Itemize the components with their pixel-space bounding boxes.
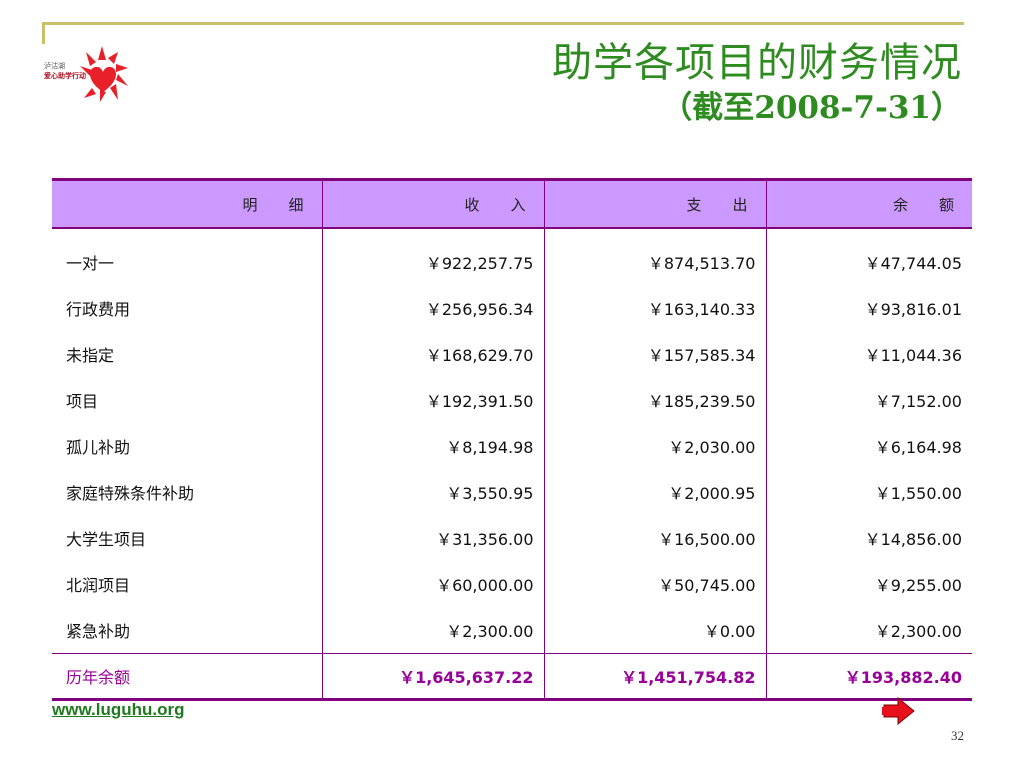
- row-balance: ￥47,744.05: [765, 228, 972, 285]
- table-row: 北润项目 ￥60,000.00 ￥50,745.00 ￥9,255.00: [52, 561, 972, 607]
- table-row: 行政费用 ￥256,956.34 ￥163,140.33 ￥93,816.01: [52, 285, 972, 331]
- row-name: 未指定: [66, 346, 115, 365]
- sun-heart-logo-icon: 泸沽湖 爱心助学行动: [44, 46, 128, 102]
- row-income: ￥31,356.00: [321, 515, 544, 561]
- row-expense: ￥16,500.00: [543, 515, 766, 561]
- row-income: ￥3,550.95: [321, 469, 544, 515]
- total-balance: ￥193,882.40: [765, 653, 972, 701]
- row-income: ￥168,629.70: [321, 331, 544, 377]
- row-income: ￥2,300.00: [321, 607, 544, 654]
- right-arrow-icon[interactable]: [880, 696, 916, 726]
- table-row: 项目 ￥192,391.50 ￥185,239.50 ￥7,152.00: [52, 377, 972, 423]
- slide-title-block: 助学各项目的财务情况 （截至2008-7-31）: [552, 38, 962, 128]
- row-balance: ￥6,164.98: [765, 423, 972, 469]
- row-name: 紧急补助: [66, 622, 131, 641]
- header-balance: 余 额: [765, 178, 972, 229]
- table-row: 一对一 ￥922,257.75 ￥874,513.70 ￥47,744.05: [52, 228, 972, 285]
- table-row: 紧急补助 ￥2,300.00 ￥0.00 ￥2,300.00: [52, 607, 972, 654]
- frame-top-line: [42, 22, 964, 25]
- row-expense: ￥157,585.34: [543, 331, 766, 377]
- header-income: 收 入: [321, 178, 544, 229]
- row-income: ￥8,194.98: [321, 423, 544, 469]
- finance-table: 明 细 收 入 支 出 余 额 一对一 ￥922,257.75 ￥874,513…: [52, 178, 972, 701]
- row-expense: ￥874,513.70: [543, 228, 766, 285]
- row-balance: ￥7,152.00: [765, 377, 972, 423]
- table-row: 家庭特殊条件补助 ￥3,550.95 ￥2,000.95 ￥1,550.00: [52, 469, 972, 515]
- website-link[interactable]: www.luguhu.org: [52, 700, 185, 719]
- row-expense: ￥163,140.33: [543, 285, 766, 331]
- row-income: ￥60,000.00: [321, 561, 544, 607]
- row-income: ￥256,956.34: [321, 285, 544, 331]
- row-name: 项目: [66, 392, 99, 411]
- table-row: 孤儿补助 ￥8,194.98 ￥2,030.00 ￥6,164.98: [52, 423, 972, 469]
- row-expense: ￥2,030.00: [543, 423, 766, 469]
- slide-subtitle: （截至2008-7-31）: [661, 90, 962, 126]
- row-name: 一对一: [66, 254, 115, 273]
- row-name: 孤儿补助: [66, 438, 131, 457]
- row-balance: ￥93,816.01: [765, 285, 972, 331]
- total-income: ￥1,645,637.22: [321, 653, 544, 701]
- row-expense: ￥185,239.50: [543, 377, 766, 423]
- logo-text-line2: 爱心助学行动: [44, 71, 86, 80]
- row-balance: ￥11,044.36: [765, 331, 972, 377]
- table-row: 大学生项目 ￥31,356.00 ￥16,500.00 ￥14,856.00: [52, 515, 972, 561]
- row-expense: ￥0.00: [543, 607, 766, 654]
- row-income: ￥922,257.75: [321, 228, 544, 285]
- row-expense: ￥2,000.95: [543, 469, 766, 515]
- row-name: 大学生项目: [66, 530, 147, 549]
- header-expense: 支 出: [543, 178, 766, 229]
- slide-title: 助学各项目的财务情况: [552, 40, 962, 86]
- logo-text-line1: 泸沽湖: [44, 61, 65, 70]
- row-name: 行政费用: [66, 300, 131, 319]
- frame-left-line: [42, 22, 45, 44]
- row-income: ￥192,391.50: [321, 377, 544, 423]
- row-expense: ￥50,745.00: [543, 561, 766, 607]
- total-name: 历年余额: [52, 653, 322, 701]
- table-total-row: 历年余额 ￥1,645,637.22 ￥1,451,754.82 ￥193,88…: [52, 653, 972, 701]
- table-row: 未指定 ￥168,629.70 ￥157,585.34 ￥11,044.36: [52, 331, 972, 377]
- row-balance: ￥14,856.00: [765, 515, 972, 561]
- header-detail: 明 细: [52, 178, 322, 229]
- row-balance: ￥9,255.00: [765, 561, 972, 607]
- row-balance: ￥2,300.00: [765, 607, 972, 654]
- row-name: 北润项目: [66, 576, 131, 595]
- total-expense: ￥1,451,754.82: [543, 653, 766, 701]
- table-header-row: 明 细 收 入 支 出 余 额: [52, 178, 972, 229]
- row-balance: ￥1,550.00: [765, 469, 972, 515]
- page-number: 32: [951, 728, 964, 743]
- row-name: 家庭特殊条件补助: [66, 484, 195, 503]
